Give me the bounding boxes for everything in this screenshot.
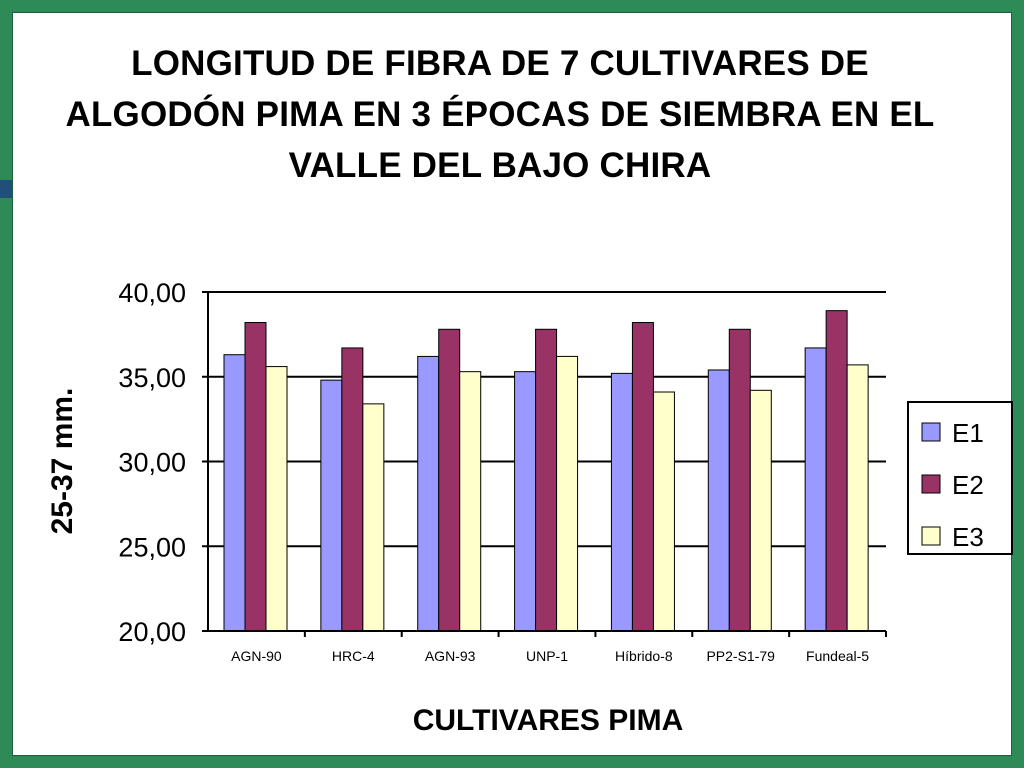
x-tick-label: PP2-S1-79 (706, 648, 775, 664)
y-axis-title: 25-37 mm. (46, 388, 79, 535)
bar-e1 (707, 369, 730, 632)
bar-e2 (341, 347, 364, 632)
bar-e2 (535, 328, 558, 632)
bar-e3 (459, 371, 482, 632)
y-tick-label: 35,00 (118, 363, 186, 393)
bar-e3 (846, 364, 869, 632)
bar-e2 (728, 328, 751, 632)
bar-e3 (265, 366, 288, 632)
bar-e1 (804, 347, 827, 632)
y-tick-label: 20,00 (118, 617, 186, 647)
x-tick-label: AGN-90 (231, 648, 282, 664)
bar-e3 (556, 355, 579, 632)
y-tick-label: 30,00 (118, 448, 186, 478)
x-tick-label: HRC-4 (332, 648, 375, 664)
x-axis-title: CULTIVARES PIMA (413, 704, 684, 737)
legend-swatch-e3 (921, 526, 941, 546)
legend-swatch-e2 (921, 474, 941, 494)
y-tick-label: 40,00 (118, 278, 186, 308)
bar-e2 (825, 310, 848, 632)
bar-e1 (417, 355, 440, 632)
bar-e3 (652, 391, 675, 632)
bar-e1 (514, 371, 537, 632)
side-marker (0, 180, 12, 198)
y-tick-label: 25,00 (118, 532, 186, 562)
chart-title: LONGITUD DE FIBRA DE 7 CULTIVARES DE ALG… (65, 44, 935, 185)
x-tick-label: UNP-1 (526, 648, 568, 664)
bar-e1 (320, 379, 343, 632)
x-tick-label: Híbrido-8 (615, 648, 673, 664)
bar-e2 (631, 322, 654, 632)
bar-e1 (610, 372, 633, 632)
legend-swatch-e1 (921, 422, 941, 442)
legend-label-e1: E1 (952, 418, 984, 448)
legend-label-e2: E2 (952, 470, 984, 500)
legend-label-e3: E3 (952, 522, 984, 552)
bar-e3 (749, 389, 772, 632)
bar-e2 (438, 328, 461, 632)
bar-e1 (223, 354, 246, 632)
bar-e3 (362, 403, 385, 632)
bar-e2 (244, 322, 267, 632)
x-tick-label: AGN-93 (425, 648, 476, 664)
x-tick-label: Fundeal-5 (806, 648, 869, 664)
